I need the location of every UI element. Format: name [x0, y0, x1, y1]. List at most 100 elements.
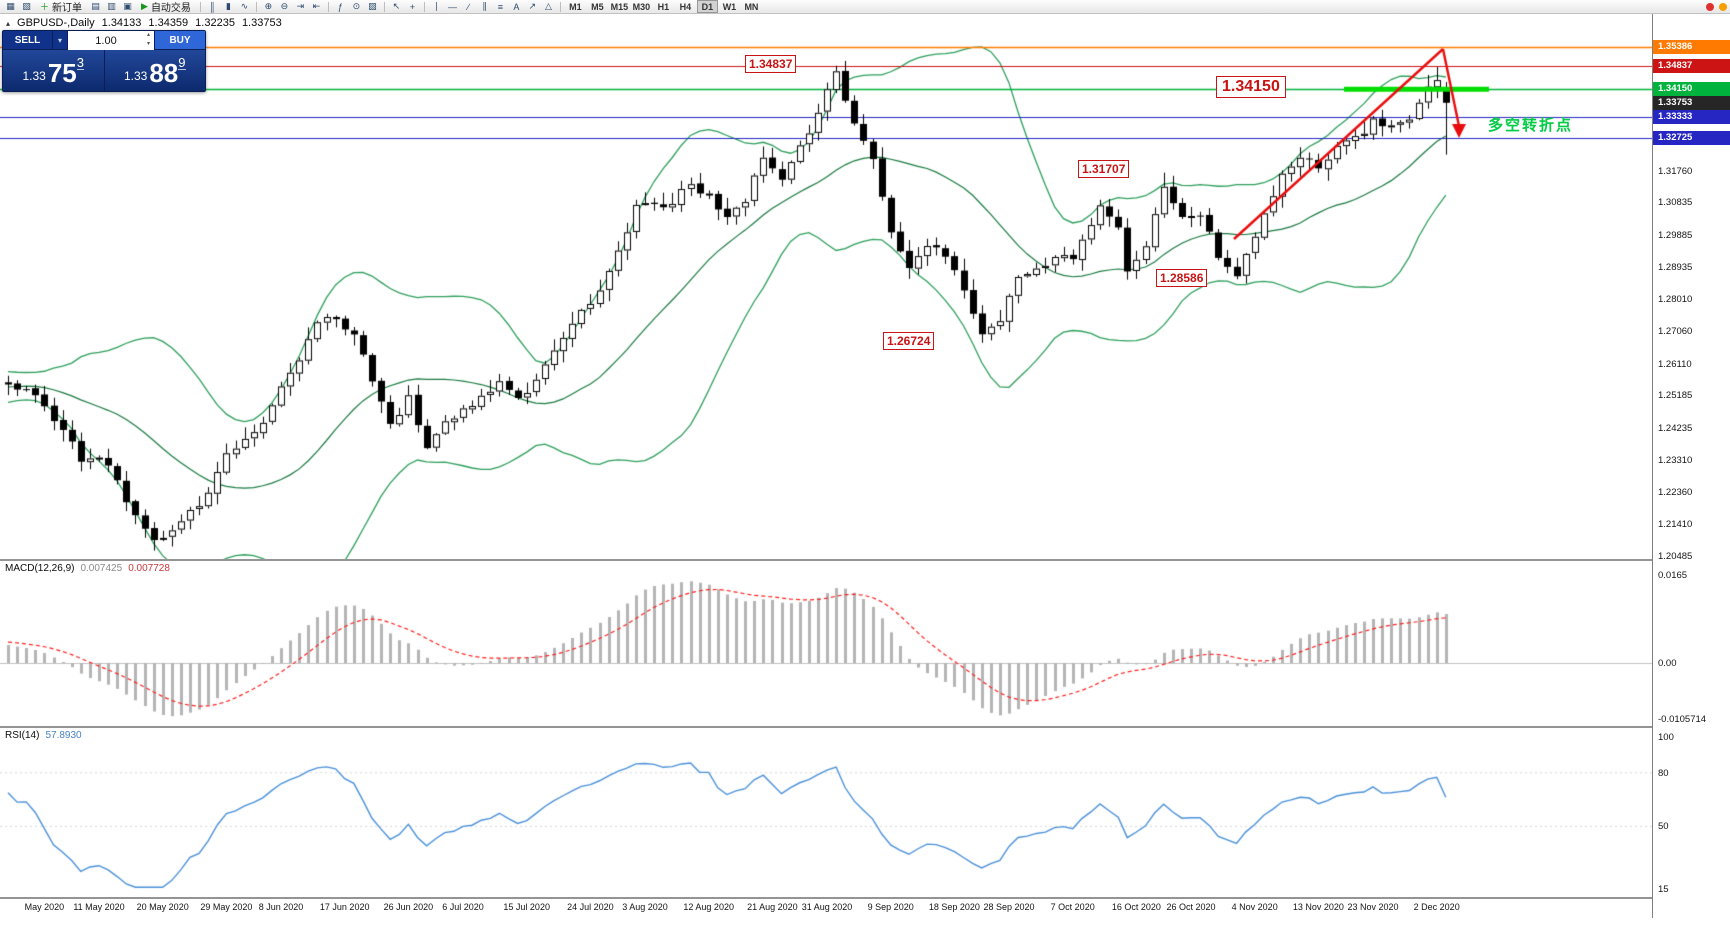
volume-dropdown-button[interactable]: ▾	[53, 31, 68, 49]
timeframe-mn-button[interactable]: MN	[744, 1, 759, 12]
timeframe-w1-button[interactable]: W1	[722, 1, 737, 12]
volume-decrease-icon[interactable]: ▾	[146, 41, 150, 47]
charts-icon[interactable]: ▦	[6, 1, 15, 11]
trendline-icon[interactable]: ∕	[467, 1, 470, 12]
sell-price-big-digits: 75	[47, 58, 77, 88]
timeframe-m15-button[interactable]: M15	[610, 1, 629, 12]
rsi-scale-label: 15	[1658, 883, 1669, 895]
new-order-button[interactable]: ＋新订单	[35, 0, 87, 14]
time-axis-label: 21 Aug 2020	[747, 902, 798, 912]
price-annotation[interactable]: 1.31707	[1078, 160, 1130, 178]
rsi-title: RSI(14)	[5, 730, 40, 741]
price-annotation[interactable]: 1.28586	[1156, 269, 1208, 287]
market-watch-icon[interactable]: ▤	[91, 1, 100, 11]
price-scale-label: 1.22360	[1658, 486, 1693, 498]
volume-input[interactable]	[68, 32, 154, 50]
buy-button[interactable]: BUY	[155, 31, 205, 49]
panel-separator[interactable]	[0, 726, 1730, 728]
cursor-icon[interactable]: ↖	[392, 1, 401, 11]
status-red-icon[interactable]	[1706, 2, 1714, 11]
timeframe-m30-button[interactable]: M30	[632, 1, 651, 12]
time-axis-label: 29 May 2020	[200, 902, 253, 912]
time-axis[interactable]: May 2020 11 May 2020 20 May 2020 29 May 202…	[0, 899, 1652, 918]
buy-price[interactable]: 1.33 88 9	[105, 50, 206, 91]
timeframe-h1-button[interactable]: H1	[657, 1, 670, 12]
auto-scroll-icon[interactable]: ⇥	[296, 1, 305, 11]
ohlc-close-value: 1.33753	[241, 17, 282, 29]
time-axis-label: 26 Oct 2020	[1166, 902, 1216, 912]
buy-price-pip-digit: 9	[178, 55, 186, 70]
horizontal-line-icon[interactable]: ―	[447, 1, 457, 12]
ohlc-high-value: 1.34359	[148, 17, 189, 29]
price-scale[interactable]: 1.31760 1.30835 1.29885 1.28935 1.28010 1.270…	[1652, 14, 1730, 918]
zoom-out-icon[interactable]: ⊖	[280, 1, 289, 11]
fibonacci-icon[interactable]: ≡	[497, 1, 504, 12]
sell-price-pip-digit: 3	[76, 55, 84, 70]
candlestick-chart-type-icon[interactable]: ▮	[225, 1, 231, 11]
sell-price[interactable]: 1.33 75 3	[3, 50, 105, 91]
time-axis-label: 2 Dec 2020	[1413, 902, 1460, 912]
crosshair-icon[interactable]: +	[409, 1, 416, 12]
main-chart-canvas[interactable]	[0, 14, 1652, 560]
bar-chart-type-icon[interactable]: ║	[209, 1, 216, 12]
macd-scale-label: -0.0105714	[1658, 714, 1707, 726]
time-axis-label: 26 Jun 2020	[383, 902, 434, 912]
time-axis-label: 31 Aug 2020	[801, 902, 853, 912]
chart-ohlc-header: ▴ GBPUSD-,Daily 1.34133 1.34359 1.32235 …	[6, 17, 282, 29]
price-scale-badge: 1.35386	[1653, 40, 1730, 54]
price-annotation[interactable]: 1.26724	[883, 332, 935, 350]
macd-indicator-label: MACD(12,26,9) 0.007425 0.007728	[5, 563, 170, 574]
auto-trading-button-label: 自动交易	[150, 3, 191, 14]
text-label-icon[interactable]: A	[513, 1, 520, 12]
auto-trading-button-icon: ▶	[141, 1, 148, 11]
toolbar: ▦ ▧ ＋新订单 ▤ ▥ ▣ ▶ 自动交易 ║ ▮ ∿ ⊕ ⊖ ⇥ ⇤ ƒ ⊙ ▨ ↖ + ∣ ― ∕ ∥ ≡ A ↗ △ M1 M5 M1…	[0, 0, 1730, 14]
volume-field-wrap: ▴ ▾	[68, 31, 155, 50]
arrow-object-icon[interactable]: ↗	[528, 1, 537, 11]
zoom-in-icon[interactable]: ⊕	[264, 1, 273, 11]
price-scale-label: 1.20485	[1658, 551, 1693, 562]
chart-shift-icon[interactable]: ⇤	[312, 1, 321, 11]
vertical-line-icon[interactable]: ∣	[434, 1, 439, 11]
price-scale-badge: 1.33753	[1653, 95, 1730, 110]
time-axis-label: 8 Jun 2020	[258, 902, 304, 912]
price-annotation[interactable]: 1.34837	[745, 55, 797, 73]
ohlc-low-value: 1.32235	[195, 17, 235, 29]
status-orange-icon[interactable]	[1719, 2, 1727, 11]
price-scale-label: 1.23310	[1658, 454, 1693, 466]
periods-icon[interactable]: ⊙	[352, 1, 361, 11]
panel-separator[interactable]	[0, 897, 1730, 899]
rsi-indicator-label: RSI(14) 57.8930	[5, 730, 82, 741]
data-window-icon[interactable]: ▥	[107, 1, 116, 11]
navigator-icon[interactable]: ▣	[123, 1, 132, 11]
timeframe-m5-button[interactable]: M5	[591, 1, 604, 12]
turning-point-annotation[interactable]: 多空转折点	[1488, 117, 1574, 134]
price-scale-label: 1.21410	[1658, 519, 1693, 531]
timeframe-d1-button[interactable]: D1	[696, 0, 718, 13]
price-scale-badge: 1.33333	[1653, 110, 1730, 125]
toolbar-separator	[327, 1, 329, 12]
rsi-panel-canvas[interactable]	[0, 727, 1652, 898]
indicators-icon[interactable]: ƒ	[337, 1, 343, 12]
templates-icon[interactable]: ▨	[368, 1, 377, 11]
profile-icon[interactable]: ▧	[22, 1, 31, 11]
macd-scale-label: 0.00	[1658, 658, 1677, 669]
timeframe-m1-button[interactable]: M1	[569, 1, 582, 12]
macd-panel-canvas[interactable]	[0, 560, 1652, 727]
auto-trading-button[interactable]: ▶ 自动交易	[136, 0, 196, 14]
price-annotation[interactable]: 1.34150	[1216, 76, 1286, 98]
sell-button[interactable]: SELL	[3, 31, 53, 49]
sell-price-base: 1.33	[22, 69, 46, 83]
macd-main-value: 0.007425	[80, 563, 123, 574]
equidistant-channel-icon[interactable]: ∥	[482, 1, 487, 11]
timeframe-h4-button[interactable]: H4	[679, 1, 692, 12]
time-axis-label: 18 Sep 2020	[928, 902, 980, 912]
time-axis-label: May 2020	[24, 902, 65, 912]
shapes-icon[interactable]: △	[544, 1, 552, 11]
panel-separator[interactable]	[0, 559, 1730, 561]
volume-increase-icon[interactable]: ▴	[146, 32, 150, 38]
toolbar-separator	[383, 1, 385, 12]
trade-panel-prices-row: 1.33 75 3 1.33 88 9	[3, 50, 205, 91]
line-chart-type-icon[interactable]: ∿	[240, 1, 249, 11]
time-axis-label: 23 Nov 2020	[1347, 902, 1399, 912]
